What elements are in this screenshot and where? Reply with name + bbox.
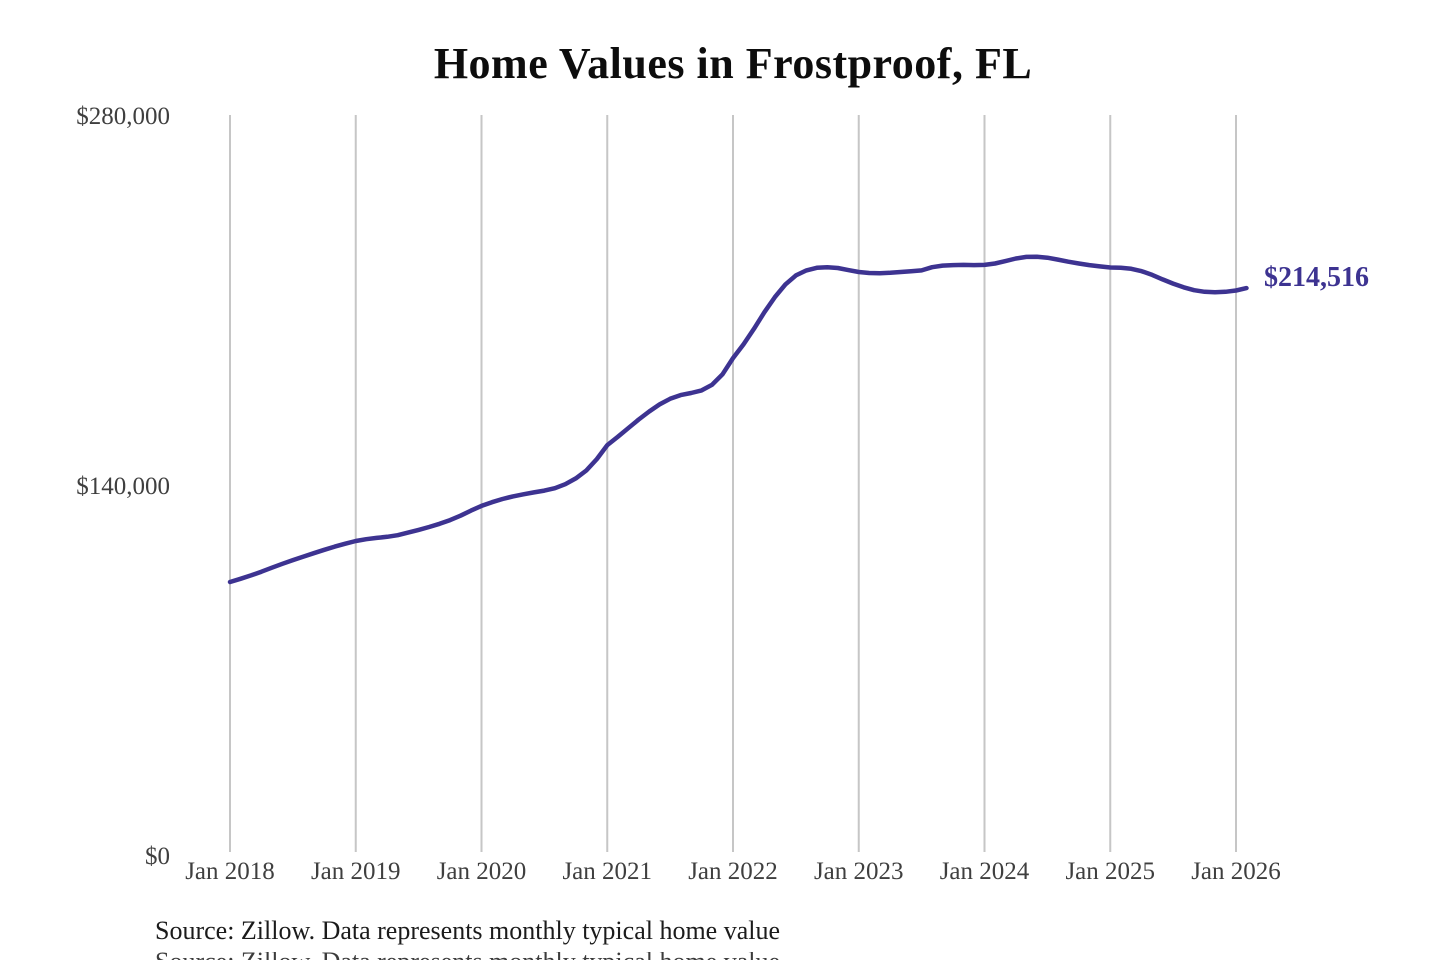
y-tick-label: $140,000 (76, 473, 170, 500)
x-tick-label: Jan 2022 (688, 858, 778, 885)
x-tick-label: Jan 2021 (562, 858, 652, 885)
x-tick-label: Jan 2023 (814, 858, 904, 885)
y-tick-label: $0 (145, 843, 170, 870)
latest-value-annotation: $214,516 (1264, 262, 1369, 293)
x-tick-label: Jan 2018 (185, 858, 275, 885)
x-tick-label: Jan 2025 (1065, 858, 1155, 885)
x-tick-label: Jan 2019 (311, 858, 401, 885)
home-value-line-series (227, 254, 1249, 585)
source-note-clipped-text: Source: Zillow. Data represents monthly … (155, 952, 780, 960)
chart-title: Home Values in Frostproof, FL (433, 39, 1033, 88)
x-tick-label: Jan 2026 (1191, 858, 1281, 885)
source-note-second-line-clipped: Source: Zillow. Data represents monthly … (155, 952, 780, 960)
x-tick-label: Jan 2020 (437, 858, 527, 885)
source-note: Source: Zillow. Data represents monthly … (155, 916, 781, 945)
y-tick-label: $280,000 (76, 103, 170, 130)
x-tick-label: Jan 2024 (940, 858, 1030, 885)
